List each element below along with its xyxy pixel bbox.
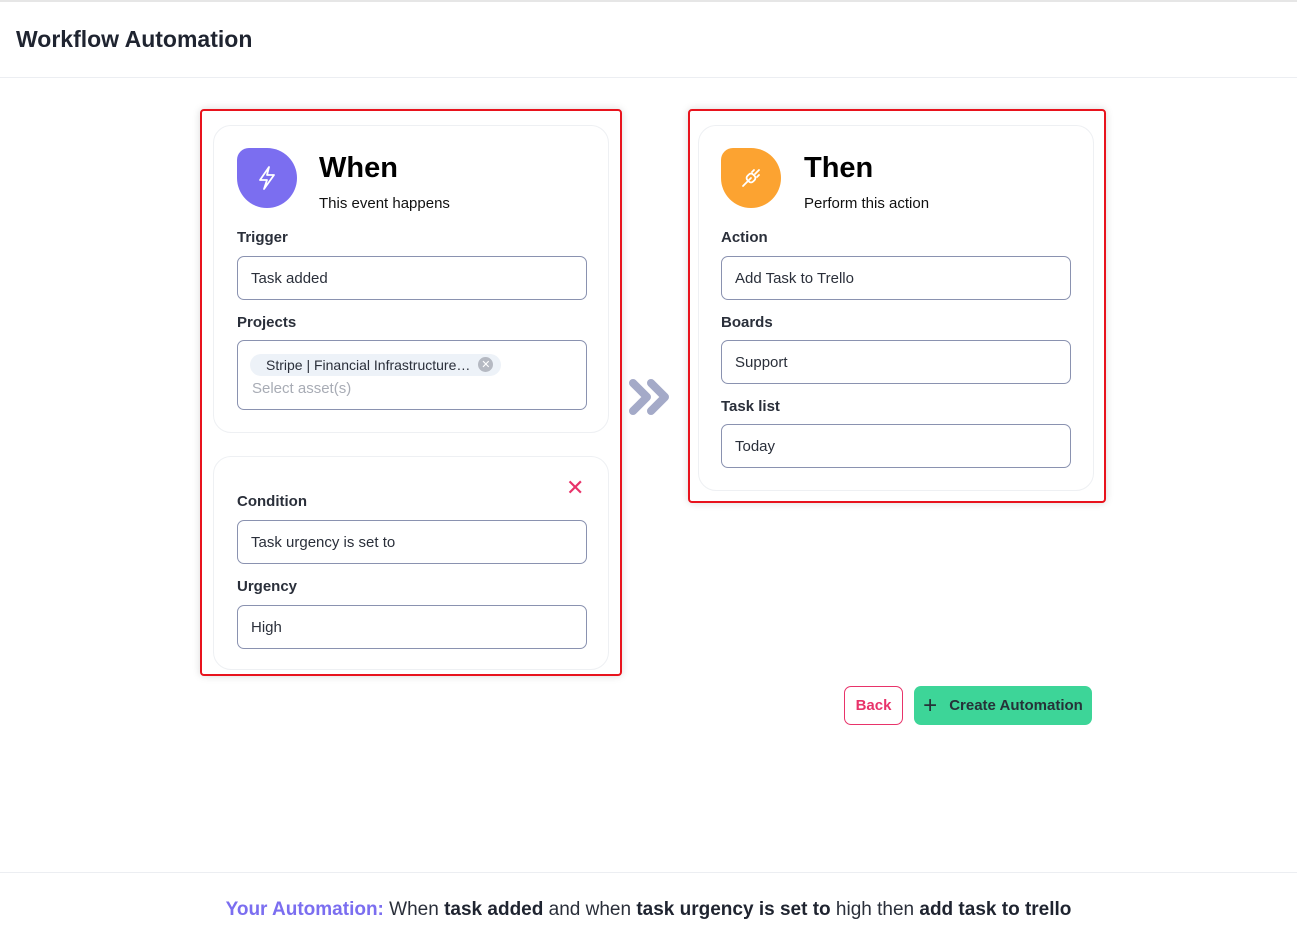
- when-title: When: [319, 152, 398, 184]
- condition-select[interactable]: Task urgency is set to: [237, 520, 587, 564]
- trigger-card: When This event happens Trigger Task add…: [213, 125, 609, 433]
- tasklist-label: Task list: [721, 398, 780, 415]
- summary-text: When: [383, 899, 445, 920]
- trigger-select[interactable]: Task added: [237, 256, 587, 300]
- summary-trigger: task added: [444, 899, 544, 920]
- boards-select[interactable]: Support: [721, 340, 1071, 384]
- double-chevron-icon: [629, 379, 675, 420]
- lightning-icon: [237, 148, 297, 208]
- summary-text: high then: [830, 899, 920, 920]
- boards-label: Boards: [721, 314, 773, 331]
- project-chip-label: Stripe | Financial Infrastructure…: [266, 356, 471, 373]
- project-chip: Stripe | Financial Infrastructure… ✕: [250, 353, 502, 376]
- condition-label: Condition: [237, 493, 307, 510]
- projects-placeholder[interactable]: Select asset(s): [252, 379, 352, 397]
- then-panel: Then Perform this action Action Add Task…: [688, 109, 1106, 503]
- automation-summary: Your Automation: When task added and whe…: [0, 872, 1297, 941]
- create-label: Create Automation: [949, 697, 1083, 714]
- close-icon[interactable]: ✕: [566, 475, 585, 500]
- action-select[interactable]: Add Task to Trello: [721, 256, 1071, 300]
- summary-action: add task to trello: [919, 899, 1072, 920]
- trigger-label: Trigger: [237, 229, 288, 246]
- action-card: Then Perform this action Action Add Task…: [698, 125, 1094, 491]
- action-label: Action: [721, 229, 768, 246]
- tasklist-select[interactable]: Today: [721, 424, 1071, 468]
- summary-text: and when: [543, 899, 637, 920]
- action-value: Add Task to Trello: [735, 269, 854, 287]
- back-label: Back: [855, 697, 892, 714]
- condition-value: Task urgency is set to: [251, 533, 396, 551]
- summary-prefix: Your Automation:: [225, 899, 384, 920]
- urgency-value: High: [251, 618, 282, 636]
- page-title: Workflow Automation: [16, 26, 253, 52]
- plug-icon: [721, 148, 781, 208]
- condition-card: ✕ Condition Task urgency is set to Urgen…: [213, 456, 609, 670]
- remove-chip-icon[interactable]: ✕: [478, 357, 494, 372]
- summary-condition: task urgency is set to: [636, 899, 831, 920]
- then-subtitle: Perform this action: [804, 195, 930, 212]
- boards-value: Support: [735, 353, 788, 371]
- urgency-select[interactable]: High: [237, 605, 587, 649]
- when-panel: When This event happens Trigger Task add…: [200, 109, 622, 676]
- then-title: Then: [804, 152, 874, 184]
- projects-multiselect[interactable]: Stripe | Financial Infrastructure… ✕ Sele…: [237, 340, 587, 410]
- tasklist-value: Today: [735, 437, 776, 455]
- create-automation-button[interactable]: + Create Automation: [914, 686, 1092, 725]
- projects-label: Projects: [237, 314, 297, 331]
- when-subtitle: This event happens: [319, 195, 450, 212]
- plus-icon: +: [923, 691, 938, 719]
- back-button[interactable]: Back: [844, 686, 903, 725]
- page-header: Workflow Automation: [0, 2, 1297, 78]
- trigger-value: Task added: [251, 269, 328, 287]
- urgency-label: Urgency: [237, 578, 298, 595]
